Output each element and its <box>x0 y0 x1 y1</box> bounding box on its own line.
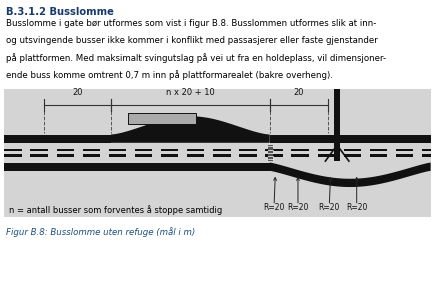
Bar <box>395 154 412 157</box>
Text: Busslomme i gate bør utformes som vist i figur B.8. Busslommen utformes slik at : Busslomme i gate bør utformes som vist i… <box>6 19 375 28</box>
Bar <box>56 149 74 152</box>
Bar <box>4 88 430 217</box>
Bar <box>213 149 230 152</box>
Bar <box>291 154 308 157</box>
Text: n x 20 + 10: n x 20 + 10 <box>165 88 214 97</box>
Bar <box>369 149 386 152</box>
Bar <box>4 135 111 143</box>
Bar <box>269 135 430 143</box>
Text: 20: 20 <box>72 88 82 97</box>
Text: R=20: R=20 <box>345 203 367 212</box>
Bar <box>56 154 74 157</box>
Bar <box>317 154 334 157</box>
Bar <box>265 154 282 157</box>
Bar <box>161 149 178 152</box>
Bar <box>343 149 360 152</box>
Bar <box>395 149 412 152</box>
Bar <box>128 113 195 124</box>
Bar <box>369 154 386 157</box>
Bar <box>187 149 204 152</box>
Bar <box>213 154 230 157</box>
Text: på plattformen. Med maksimalt svingutslag på vei ut fra en holdeplass, vil dimen: på plattformen. Med maksimalt svingutsla… <box>6 53 385 63</box>
Bar <box>161 154 178 157</box>
Bar <box>30 154 48 157</box>
Bar <box>4 149 22 152</box>
Bar <box>421 149 430 152</box>
Bar <box>421 154 430 157</box>
Text: B.3.1.2 Busslomme: B.3.1.2 Busslomme <box>6 7 113 17</box>
Text: 20: 20 <box>293 88 304 97</box>
Bar <box>135 154 152 157</box>
Text: Figur B.8: Busslomme uten refuge (mål i m): Figur B.8: Busslomme uten refuge (mål i … <box>6 227 194 237</box>
Bar <box>187 154 204 157</box>
Bar <box>108 149 126 152</box>
Bar <box>108 154 126 157</box>
Bar <box>4 163 269 171</box>
Bar <box>291 149 308 152</box>
Bar <box>317 149 334 152</box>
Bar <box>82 149 100 152</box>
Bar <box>239 154 256 157</box>
Text: ende buss komme omtrent 0,7 m inn på plattformarealet (bakre overheng).: ende buss komme omtrent 0,7 m inn på pla… <box>6 71 332 80</box>
Polygon shape <box>269 163 430 187</box>
Bar <box>30 149 48 152</box>
Bar <box>135 149 152 152</box>
Text: og utsvingende busser ikke kommer i konflikt med passasjerer eller faste gjensta: og utsvingende busser ikke kommer i konf… <box>6 36 377 45</box>
Text: R=20: R=20 <box>286 203 308 212</box>
Bar <box>267 145 273 161</box>
Bar <box>343 154 360 157</box>
Bar <box>333 88 339 161</box>
Bar <box>82 154 100 157</box>
Text: R=20: R=20 <box>318 203 339 212</box>
Polygon shape <box>111 116 269 143</box>
Bar <box>239 149 256 152</box>
Text: R=20: R=20 <box>263 203 284 212</box>
Text: n = antall busser som forventes å stoppe samtidig: n = antall busser som forventes å stoppe… <box>9 206 221 215</box>
Bar <box>4 154 22 157</box>
Bar <box>265 149 282 152</box>
